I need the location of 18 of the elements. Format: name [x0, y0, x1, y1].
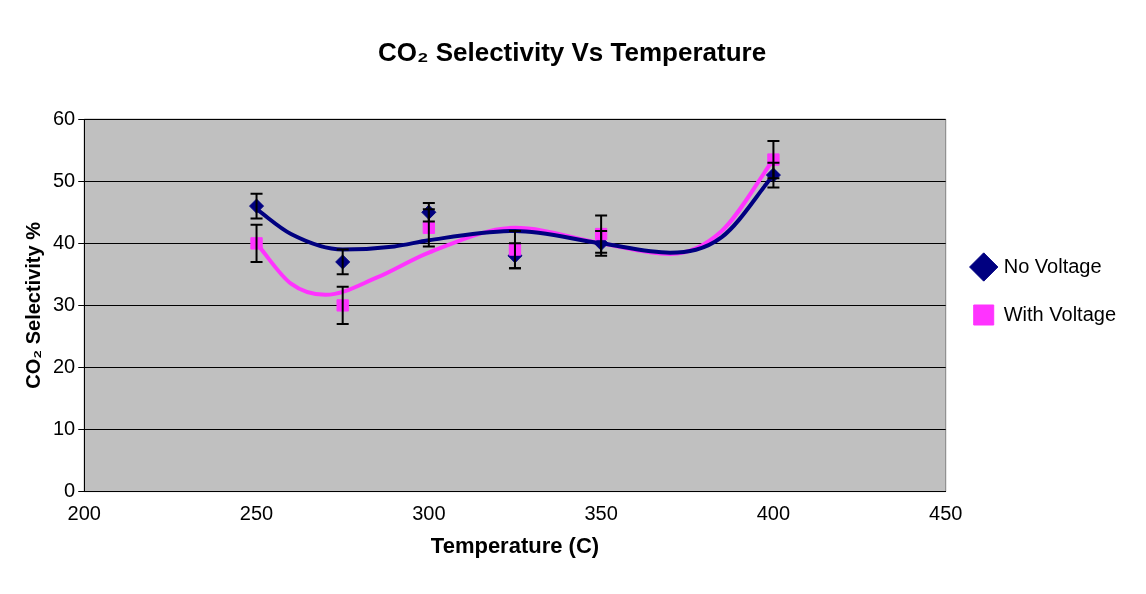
- x-tick-label: 300: [412, 502, 446, 525]
- x-tick-label: 400: [756, 502, 791, 525]
- y-tick-label: 60: [53, 106, 76, 129]
- x-tick-label: 250: [239, 502, 274, 525]
- x-tick-label: 350: [584, 502, 618, 525]
- y-tick-label: 50: [53, 168, 76, 191]
- x-tick-label: 200: [67, 502, 101, 525]
- chart-title: CO₂ Selectivity Vs Temperature: [377, 36, 767, 67]
- y-tick-label: 0: [64, 479, 76, 502]
- legend-label: No Voltage: [1003, 254, 1102, 277]
- x-tick-label: 450: [929, 502, 963, 525]
- y-tick-label: 10: [53, 417, 76, 440]
- y-axis-title: CO₂ Selectivity %: [21, 221, 44, 389]
- y-tick-label: 30: [53, 292, 76, 315]
- y-tick-label: 20: [53, 354, 76, 377]
- x-axis-title: Temperature (C): [430, 532, 600, 558]
- y-tick-label: 40: [53, 230, 76, 253]
- legend-label: With Voltage: [1003, 302, 1117, 325]
